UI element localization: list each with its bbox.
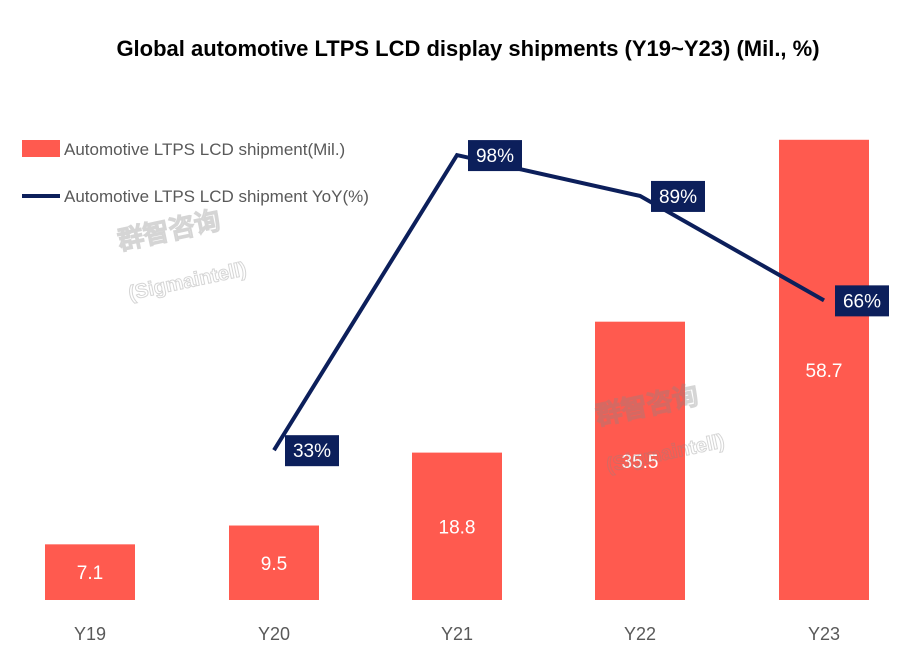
yoy-label-Y20: 33% — [293, 441, 331, 462]
x-tick-Y23: Y23 — [808, 624, 840, 644]
bar-Y21 — [412, 452, 502, 600]
bar-Y19 — [45, 544, 135, 600]
legend: Automotive LTPS LCD shipment(Mil.) Autom… — [22, 140, 369, 206]
bar-label-Y19: 7.1 — [77, 563, 103, 584]
bar-Y22 — [595, 321, 685, 600]
yoy-line — [272, 152, 825, 452]
yoy-label-box-Y22 — [651, 180, 705, 212]
bar-label-Y22: 35.5 — [622, 452, 659, 473]
legend-bar-label: Automotive LTPS LCD shipment(Mil.) — [64, 140, 345, 159]
bar-Y23 — [779, 139, 869, 601]
yoy-label-Y21: 98% — [476, 146, 514, 167]
bar-label-Y23: 58.7 — [806, 361, 843, 382]
chart-title: Global automotive LTPS LCD display shipm… — [116, 36, 819, 61]
svg-text:群智咨询: 群智咨询 — [114, 205, 223, 256]
bar-label-Y20: 9.5 — [261, 554, 287, 575]
x-tick-Y19: Y19 — [74, 624, 106, 644]
yoy-label-Y22: 89% — [659, 187, 697, 208]
bar-Y20 — [229, 525, 319, 600]
x-tick-Y20: Y20 — [258, 624, 290, 644]
svg-text:(Sigmaintell): (Sigmaintell) — [126, 258, 248, 304]
yoy-label-box-Y21 — [468, 140, 522, 172]
yoy-label-Y23: 66% — [843, 291, 881, 312]
bar-label-Y21: 18.8 — [439, 517, 476, 538]
yoy-label-box-Y23 — [835, 285, 889, 317]
yoy-label-box-Y20 — [285, 435, 339, 467]
x-tick-Y21: Y21 — [441, 624, 473, 644]
legend-bar-swatch — [22, 140, 60, 157]
legend-line-label: Automotive LTPS LCD shipment YoY(%) — [64, 187, 369, 206]
x-tick-Y22: Y22 — [624, 624, 656, 644]
